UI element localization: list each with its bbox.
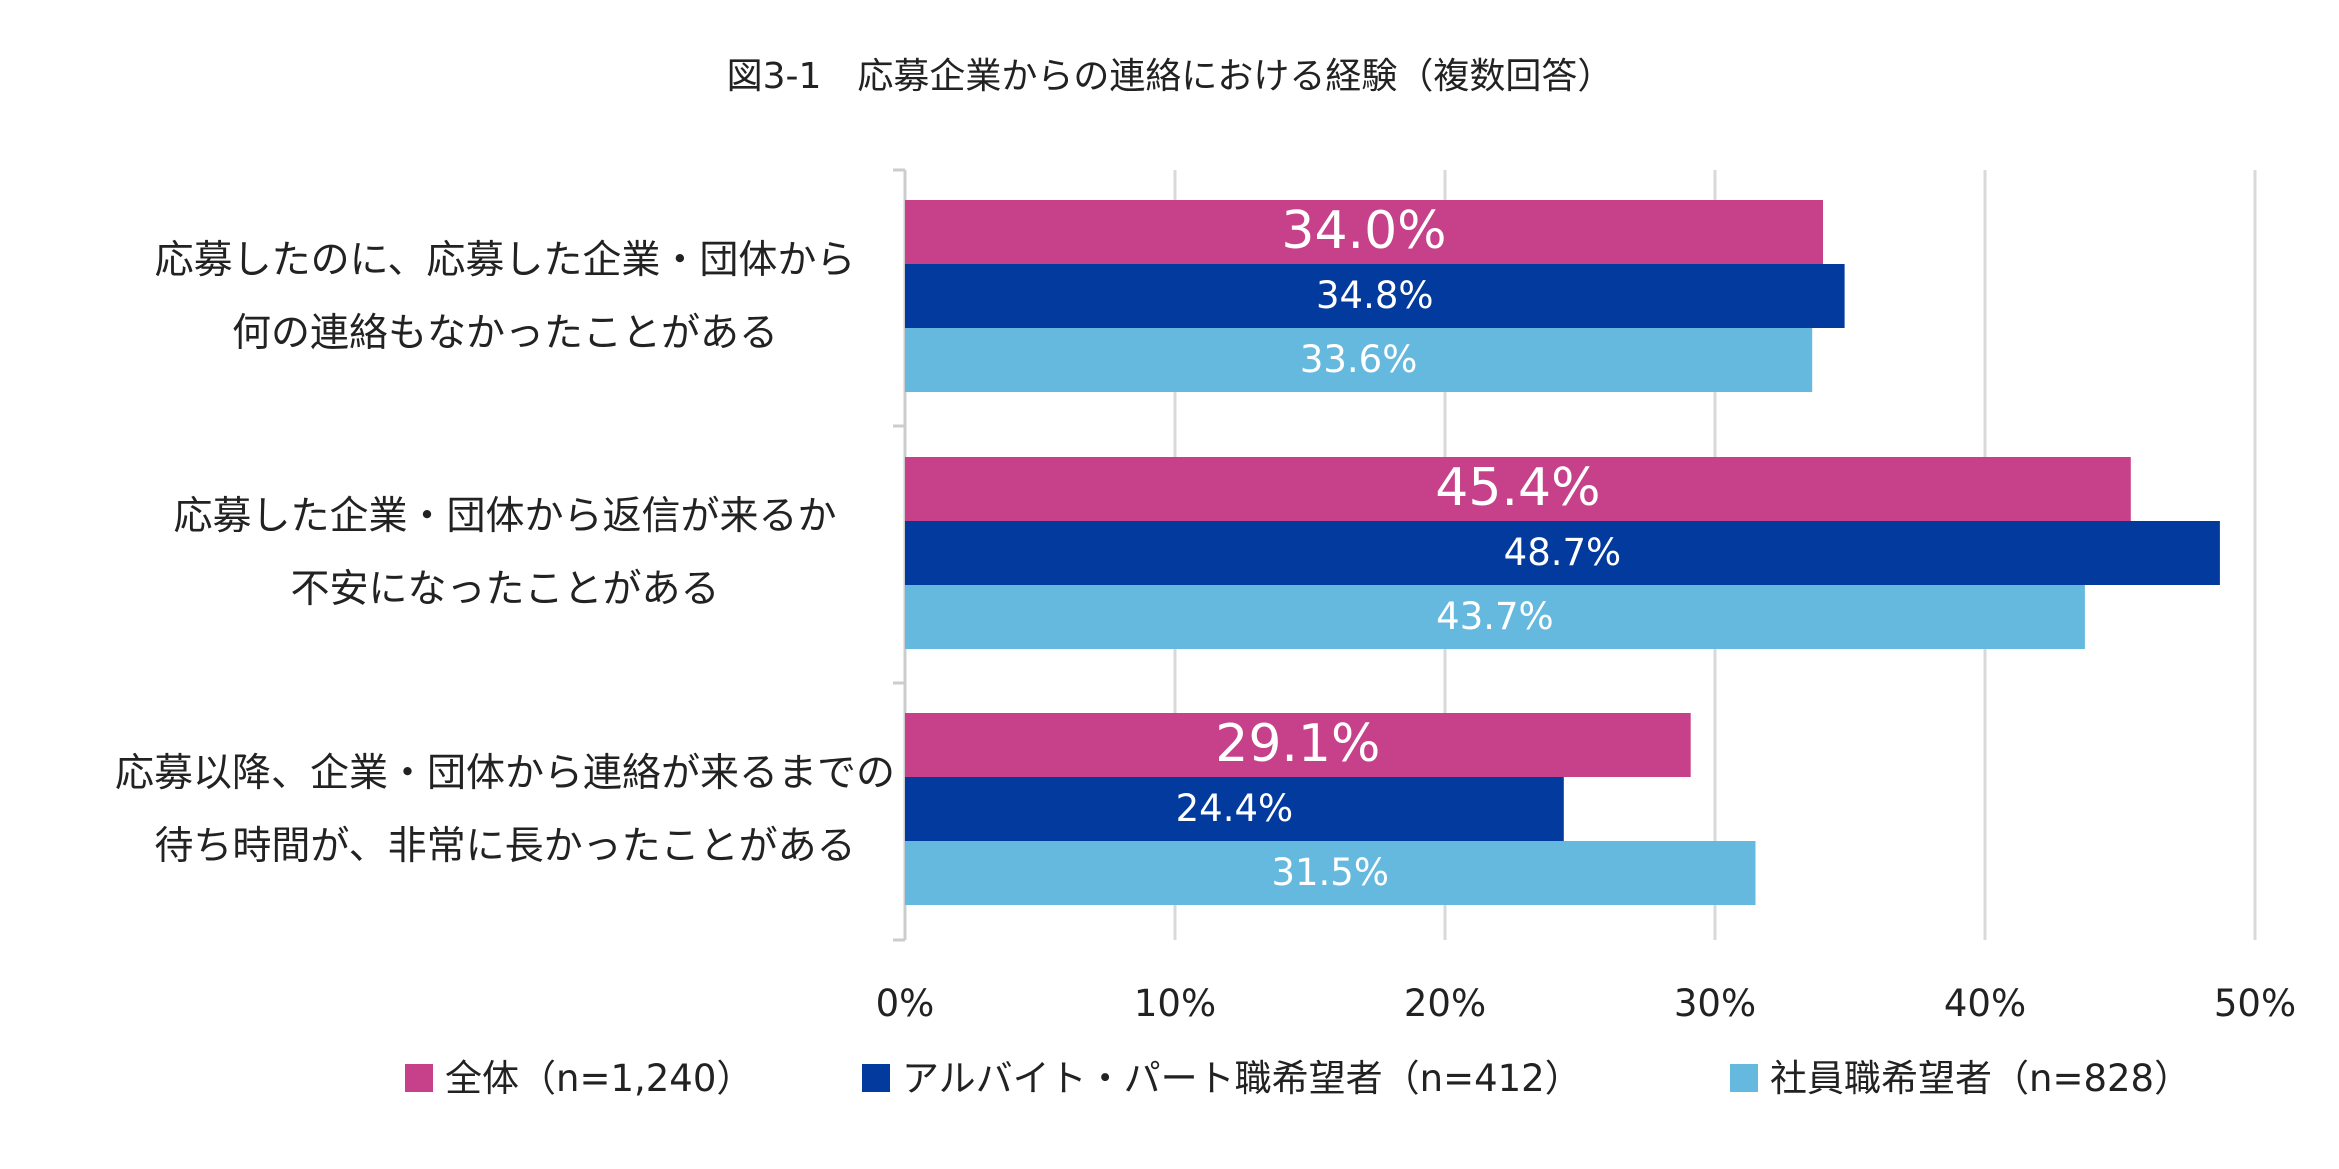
bar	[905, 585, 2085, 649]
bar-data-label: 48.7%	[1504, 531, 1622, 574]
legend-label: 社員職希望者（n=828）	[1770, 1057, 2191, 1100]
category-label: 応募以降、企業・団体から連絡が来るまでの	[115, 751, 895, 796]
bar	[905, 328, 1813, 392]
bar-data-label: 24.4%	[1176, 787, 1294, 830]
legend-label: 全体（n=1,240）	[445, 1057, 753, 1100]
category-label: 不安になったことがある	[290, 567, 719, 612]
bar-data-label: 45.4%	[1435, 458, 1600, 518]
category-label: 待ち時間が、非常に長かったことがある	[154, 824, 855, 869]
x-tick-label: 30%	[1674, 982, 1756, 1025]
legend-label: アルバイト・パート職希望者（n=412）	[902, 1057, 1582, 1100]
x-tick-label: 10%	[1134, 982, 1216, 1025]
bar-data-label: 31.5%	[1271, 851, 1389, 894]
bar	[905, 777, 1564, 841]
chart-title: 図3-1 応募企業からの連絡における経験（複数回答）	[727, 56, 1614, 97]
bar-data-label: 33.6%	[1300, 338, 1418, 381]
legend-item: 社員職希望者（n=828）	[1730, 1057, 2191, 1100]
bar-data-label: 29.1%	[1215, 714, 1380, 774]
bar	[905, 841, 1756, 905]
bar	[905, 200, 1823, 264]
bar-data-label: 34.0%	[1281, 201, 1446, 261]
bar	[905, 264, 1845, 328]
bar-data-label: 43.7%	[1436, 595, 1554, 638]
x-tick-label: 0%	[876, 982, 935, 1025]
bar	[905, 457, 2131, 521]
legend-swatch	[862, 1064, 890, 1092]
x-tick-label: 20%	[1404, 982, 1486, 1025]
bar	[905, 713, 1691, 777]
legend-swatch	[1730, 1064, 1758, 1092]
bar	[905, 521, 2220, 585]
x-axis-ticks: 0% 10% 20% 30% 40% 50%	[876, 982, 2296, 1025]
category-label: 応募したのに、応募した企業・団体から	[155, 238, 856, 283]
legend-swatch	[405, 1064, 433, 1092]
legend: 全体（n=1,240） アルバイト・パート職希望者（n=412） 社員職希望者（n=…	[405, 1057, 2191, 1100]
x-tick-label: 40%	[1944, 982, 2026, 1025]
bar-data-label: 34.8%	[1316, 274, 1434, 317]
legend-item: 全体（n=1,240）	[405, 1057, 753, 1100]
category-label: 応募した企業・団体から返信が来るか	[173, 494, 836, 539]
bars: 34.0% 45.4% 29.1% 34.8% 48.7% 24.4% 33.6% 43.7%…	[905, 200, 2220, 905]
category-labels: 応募したのに、応募した企業・団体から何の連絡もなかったことがある応募した企業・団…	[115, 238, 895, 869]
category-label: 何の連絡もなかったことがある	[232, 311, 778, 356]
x-tick-label: 50%	[2214, 982, 2296, 1025]
legend-item: アルバイト・パート職希望者（n=412）	[862, 1057, 1582, 1100]
